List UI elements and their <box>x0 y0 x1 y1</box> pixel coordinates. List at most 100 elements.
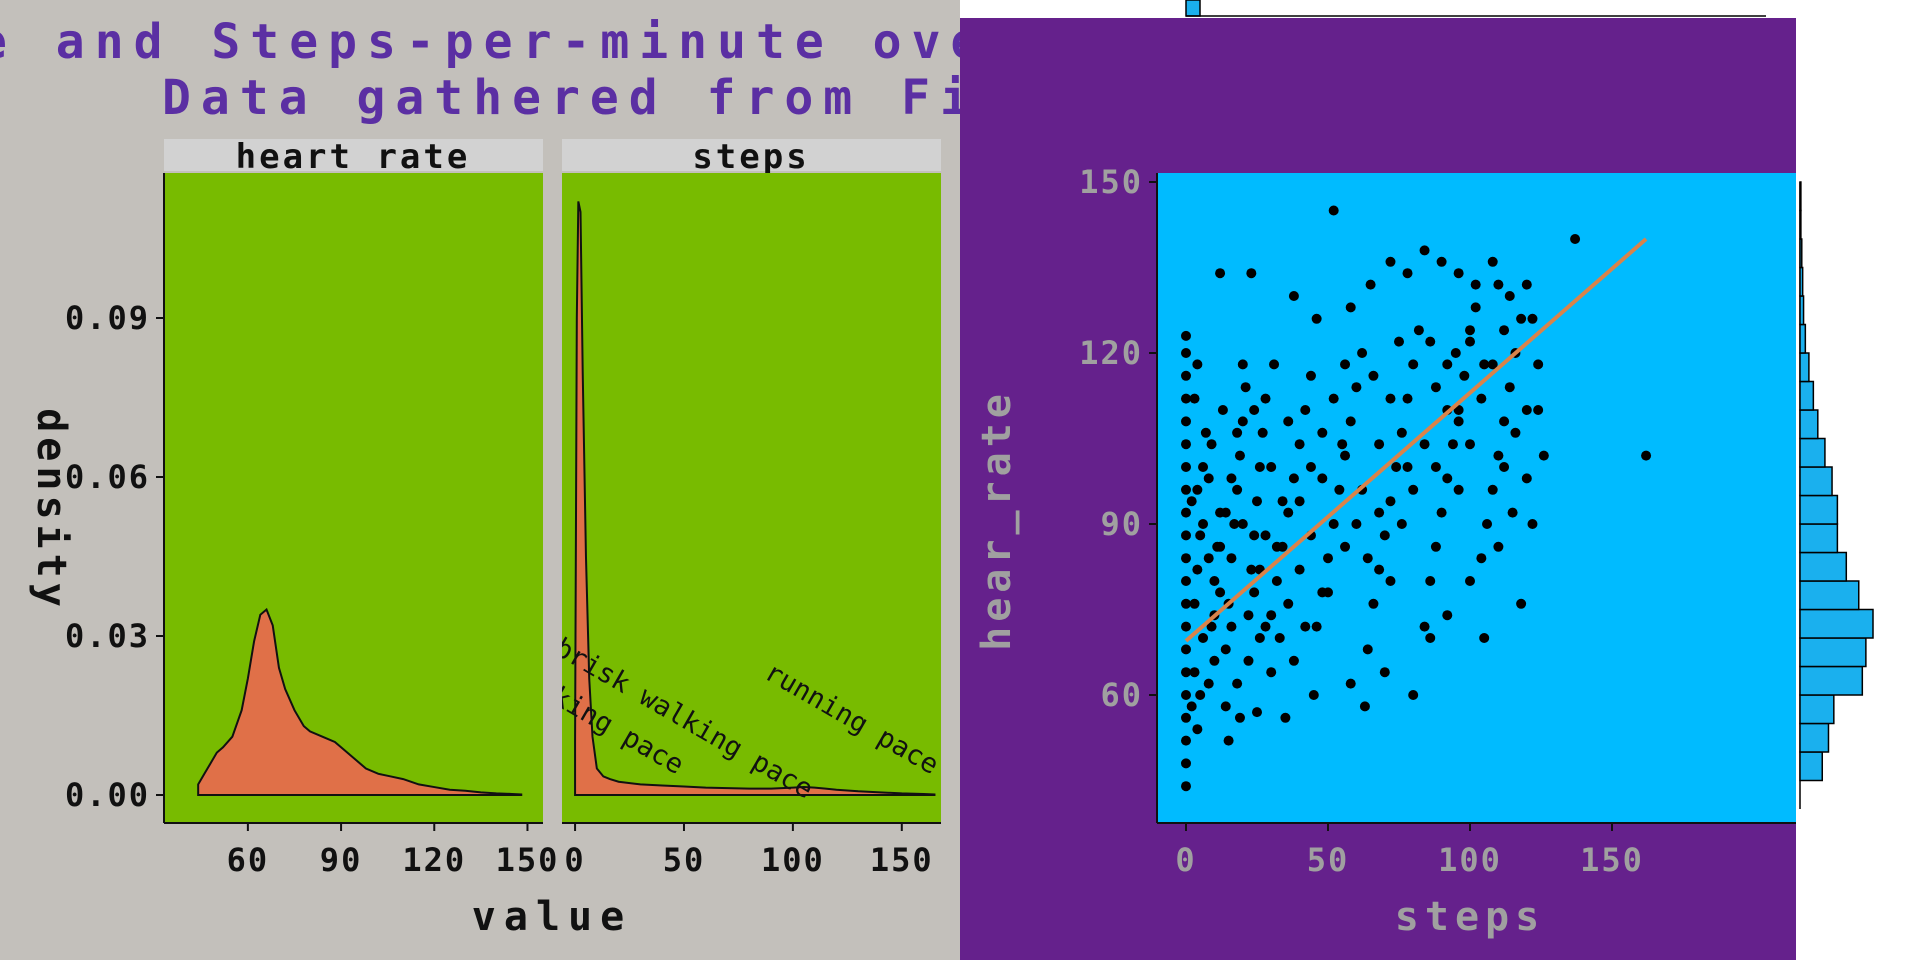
scatter-point <box>1465 336 1475 347</box>
scatter-point <box>1340 541 1351 552</box>
y-axis-label: density <box>28 408 74 612</box>
scatter-point <box>1249 405 1260 415</box>
scatter-point <box>1181 330 1191 341</box>
scatter-point <box>1220 701 1231 712</box>
histogram-bar <box>1799 494 1839 525</box>
scatter-point <box>1252 496 1262 507</box>
scatter-point <box>1243 655 1254 666</box>
scatter-point <box>1396 427 1407 438</box>
scatter-point <box>1206 621 1217 632</box>
scatter-point <box>1340 450 1351 461</box>
scatter-point <box>1305 370 1316 381</box>
top-histogram-fragment <box>1185 0 1201 17</box>
scatter-point <box>1533 359 1544 370</box>
scatter-point <box>1215 587 1226 598</box>
scatter-point <box>1323 553 1333 564</box>
histogram-bar <box>1799 466 1833 497</box>
scatter-point <box>1419 245 1430 256</box>
scatter-point <box>1260 621 1271 632</box>
scatter-point <box>1181 576 1191 586</box>
scatter-point <box>1181 553 1191 564</box>
scatter-point <box>1271 576 1282 586</box>
scatter-point <box>1527 519 1538 529</box>
scatter-point <box>1192 564 1203 575</box>
scatter-point <box>1521 279 1532 290</box>
scatter-point <box>1442 473 1453 484</box>
trend-line <box>1184 237 1648 643</box>
scatter-point <box>1402 268 1413 279</box>
scatter-point <box>1266 610 1277 621</box>
scatter-point <box>1425 576 1436 586</box>
scatter-point <box>1430 462 1441 472</box>
scatter-point <box>1305 462 1316 472</box>
density-area-steps <box>574 201 936 796</box>
scatter-point <box>1226 473 1237 484</box>
scatter-marginal-chart: 60 90 120 150 0 50 100 150 steps hear_rate <box>960 0 1874 960</box>
scatter-point <box>1402 393 1413 404</box>
scatter-y-tick-label: 90 <box>1100 505 1143 543</box>
scatter-point <box>1198 633 1209 643</box>
scatter-point <box>1413 325 1424 336</box>
scatter-point <box>1340 359 1351 370</box>
scatter-point <box>1538 450 1549 461</box>
scatter-point <box>1254 462 1265 472</box>
scatter-point <box>1229 519 1240 529</box>
scatter-point <box>1362 553 1373 564</box>
scatter-point <box>1288 473 1299 484</box>
chart-title-line-2: Data gathered from Fit <box>162 70 1018 126</box>
scatter-point <box>1252 707 1262 718</box>
scatter-point <box>1189 393 1200 404</box>
x-tick-label: 90 <box>320 841 363 879</box>
scatter-point <box>1337 439 1348 450</box>
scatter-point <box>1430 541 1441 552</box>
histogram-bar <box>1799 694 1835 725</box>
scatter-point <box>1243 610 1254 621</box>
scatter-point <box>1425 633 1436 643</box>
scatter-point <box>1181 781 1191 792</box>
facet-panel-steps <box>562 173 941 823</box>
scatter-point <box>1465 439 1475 450</box>
y-tick-label: 0.00 <box>65 776 150 814</box>
scatter-point <box>1280 712 1291 723</box>
scatter-point <box>1374 507 1385 518</box>
scatter-point <box>1408 690 1419 700</box>
scatter-point <box>1220 507 1231 518</box>
scatter-point <box>1533 405 1544 415</box>
facet-strip-steps <box>562 139 941 171</box>
scatter-point <box>1271 541 1282 552</box>
scatter-point <box>1359 701 1370 712</box>
scatter-point <box>1499 462 1510 472</box>
scatter-point <box>1328 519 1339 529</box>
scatter-point <box>1209 655 1220 666</box>
scatter-point <box>1351 519 1362 529</box>
histogram-bar <box>1799 209 1802 240</box>
scatter-point <box>1317 427 1328 438</box>
scatter-point <box>1181 416 1191 427</box>
scatter-point <box>1186 496 1197 507</box>
scatter-point <box>1385 496 1396 507</box>
x-tick-label: 50 <box>663 841 706 879</box>
scatter-point <box>1181 393 1191 404</box>
facet-panel-heart-rate <box>164 173 543 823</box>
scatter-point <box>1527 313 1538 324</box>
x-tick-label: 100 <box>761 841 825 879</box>
scatter-point <box>1487 256 1498 267</box>
scatter-point <box>1249 587 1260 598</box>
scatter-point <box>1226 621 1237 632</box>
histogram-bar <box>1799 323 1807 354</box>
scatter-x-tick-label: 150 <box>1580 841 1644 879</box>
scatter-point <box>1379 530 1390 541</box>
scatter-point <box>1368 598 1379 609</box>
scatter-point <box>1465 576 1475 586</box>
scatter-point <box>1181 690 1191 700</box>
scatter-point <box>1206 439 1217 450</box>
scatter-point <box>1237 416 1248 427</box>
scatter-point <box>1181 598 1191 609</box>
histogram-bar <box>1799 238 1803 269</box>
scatter-point <box>1487 484 1498 495</box>
y-tick-label: 0.03 <box>65 617 150 655</box>
density-facet-chart: heart rate steps 0.00 0.03 0.06 0.09 60 90 12… <box>28 137 941 940</box>
scatter-point <box>1195 530 1206 541</box>
scatter-point <box>1482 519 1493 529</box>
scatter-point <box>1181 758 1191 769</box>
